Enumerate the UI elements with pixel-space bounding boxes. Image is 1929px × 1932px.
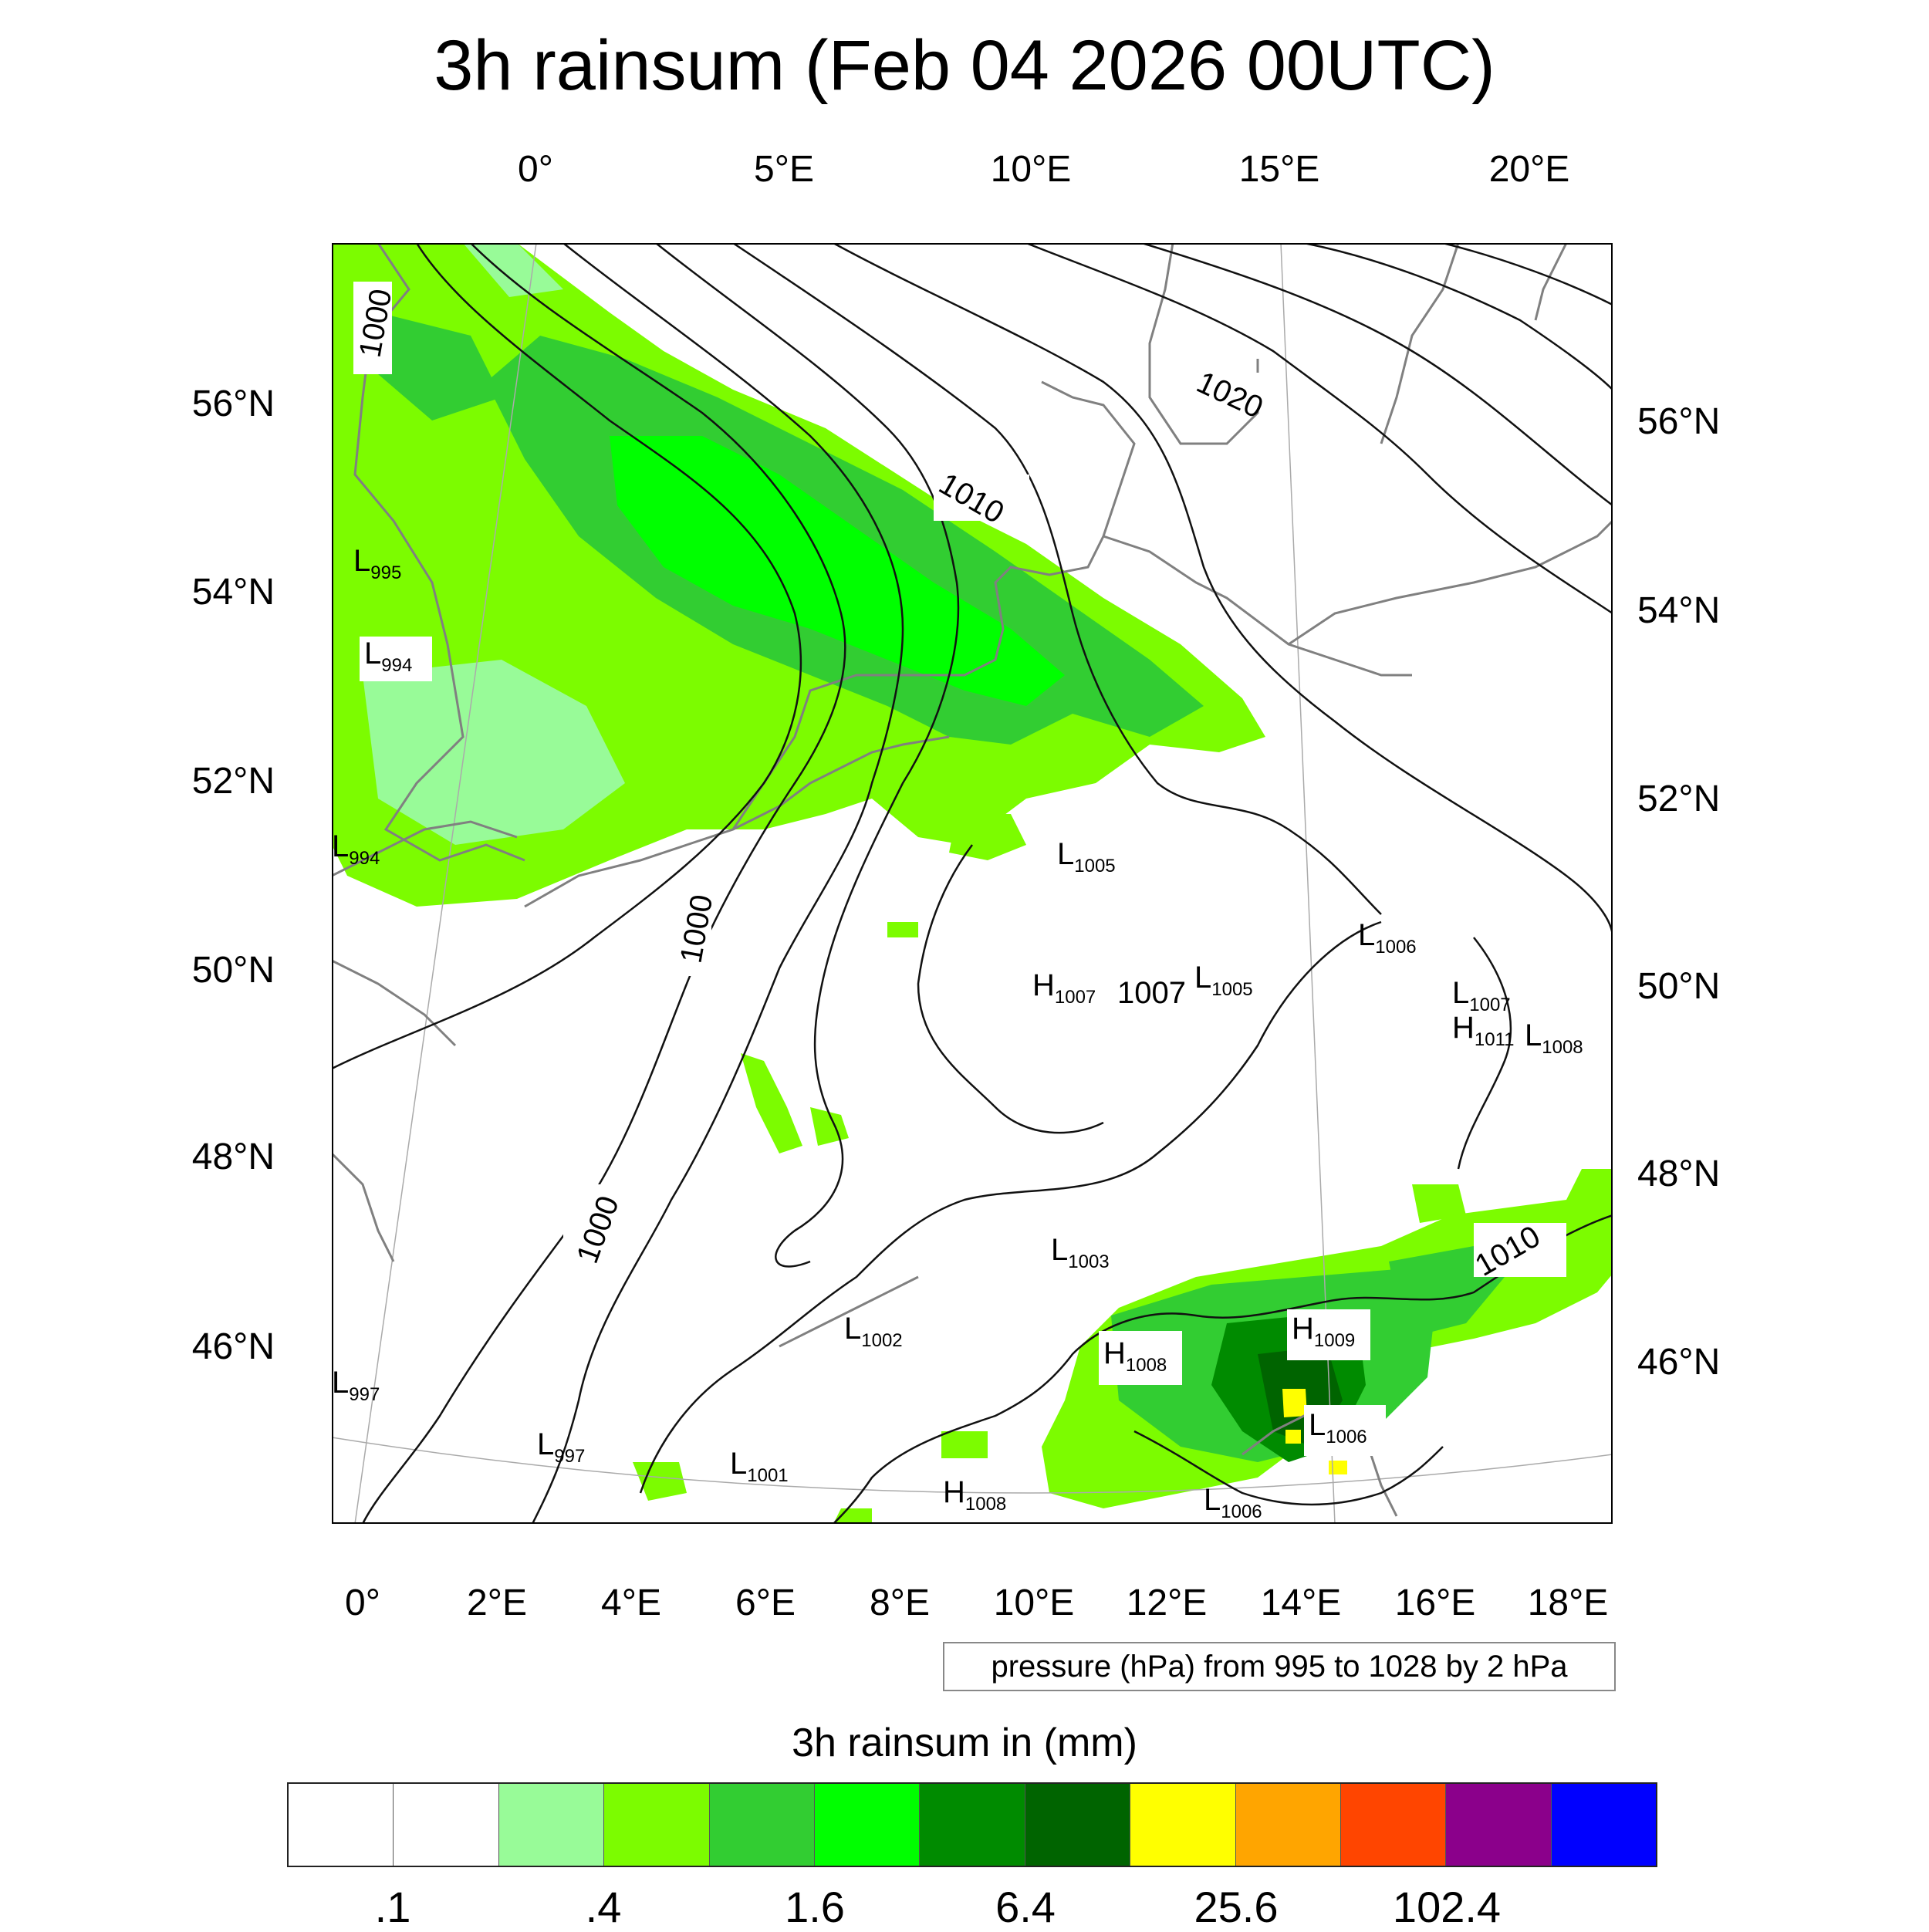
bottom-lon-label: 18°E [1527,1582,1609,1623]
map-title: 3h rainsum (Feb 04 2026 00UTC) [434,26,1495,105]
top-lon-label: 0° [518,149,553,190]
right-lat-label: 52°N [1637,779,1721,819]
colorbar-swatch [604,1784,710,1866]
colorbar-swatch [814,1784,921,1866]
top-lon-label: 10°E [990,149,1072,190]
colorbar-swatch [1130,1784,1236,1866]
bottom-lon-label: 4°E [601,1582,661,1623]
colorbar-swatch [498,1784,605,1866]
low-center-label: L995 [353,544,401,583]
bottom-lon-label: 8°E [870,1582,930,1623]
low-center-label: L997 [537,1427,585,1467]
left-lat-label: 48°N [191,1137,275,1177]
bottom-lon-label: 2°E [467,1582,527,1623]
colorbar [287,1782,1657,1867]
colorbar-swatch [920,1784,1025,1866]
right-lat-label: 46°N [1637,1342,1721,1383]
low-center-label: L1006 [1204,1483,1262,1522]
right-lat-label: 56°N [1637,401,1721,442]
colorbar-swatch [1235,1784,1341,1866]
contour-info-box: pressure (hPa) from 995 to 1028 by 2 hPa [943,1642,1616,1691]
left-lat-label: 54°N [191,572,275,613]
weather-map: 1000 1020 1010 1000 1000 1010 L995 L994 … [332,243,1613,1524]
colorbar-swatch [1446,1784,1552,1866]
isobars [332,243,1613,1524]
bottom-lon-label: 14°E [1260,1582,1342,1623]
low-center-label: L1005 [1057,837,1116,876]
top-lon-label: 20°E [1488,149,1570,190]
colorbar-label: 1.6 [785,1883,845,1931]
low-center-label: L1007 [1452,976,1511,1015]
right-lat-label: 48°N [1637,1153,1721,1194]
colorbar-swatch [1340,1784,1447,1866]
high-center-label: H1008 [1103,1336,1167,1376]
high-center-label: H1011 [1452,1011,1515,1050]
low-center-label: L994 [364,637,412,676]
bottom-lon-label: 12°E [1126,1582,1208,1623]
low-center-label: L1008 [1525,1018,1583,1058]
colorbar-label: .4 [585,1883,622,1931]
bottom-lon-label: 6°E [735,1582,796,1623]
high-center-label: H1009 [1292,1312,1355,1351]
top-lon-label: 5°E [754,149,814,190]
low-center-label: L1002 [844,1312,903,1351]
low-center-label: L1006 [1309,1408,1367,1447]
colorbar-label: 102.4 [1392,1883,1502,1931]
bottom-lon-label: 10°E [993,1582,1075,1623]
right-lat-label: 54°N [1637,590,1721,631]
low-center-label: L1006 [1358,918,1417,958]
high-center-label: H1008 [943,1475,1006,1515]
left-lat-label: 46°N [191,1326,275,1367]
colorbar-label: 6.4 [995,1883,1056,1931]
rain-field-north [332,243,1265,937]
colorbar-swatch [394,1784,499,1866]
colorbar-swatch [1025,1784,1131,1866]
left-lat-label: 56°N [191,383,275,424]
low-center-label: L1001 [730,1447,789,1486]
isobar-label-group: 1000 1020 1010 1000 1000 1010 [353,282,1566,1283]
high-center-label: H1007 [1032,968,1096,1008]
colorbar-label: .1 [374,1883,411,1931]
low-center-label: L1003 [1051,1233,1110,1272]
map-canvas: 1000 1020 1010 1000 1000 1010 L995 L994 … [332,243,1613,1524]
colorbar-swatch [289,1784,394,1866]
left-lat-label: 50°N [191,950,275,991]
colorbar-label: 25.6 [1194,1883,1279,1931]
pressure-centers: L995 L994 L994 L1005 L1006 H1007 1007 L1… [332,544,1583,1522]
top-lon-label: 15°E [1238,149,1320,190]
low-center-label: L1005 [1194,961,1253,1000]
colorbar-swatch [1551,1784,1657,1866]
bottom-lon-label: 16°E [1394,1582,1476,1623]
right-lat-label: 50°N [1637,966,1721,1007]
contour-value-label: 1007 [1117,976,1186,1010]
map-frame [332,243,1613,1524]
left-lat-label: 52°N [191,761,275,802]
colorbar-title: 3h rainsum in (mm) [792,1721,1137,1765]
low-center-label: L994 [332,829,380,869]
low-center-label: L997 [332,1366,380,1405]
bottom-lon-label: 0° [345,1582,380,1623]
colorbar-swatch [709,1784,815,1866]
